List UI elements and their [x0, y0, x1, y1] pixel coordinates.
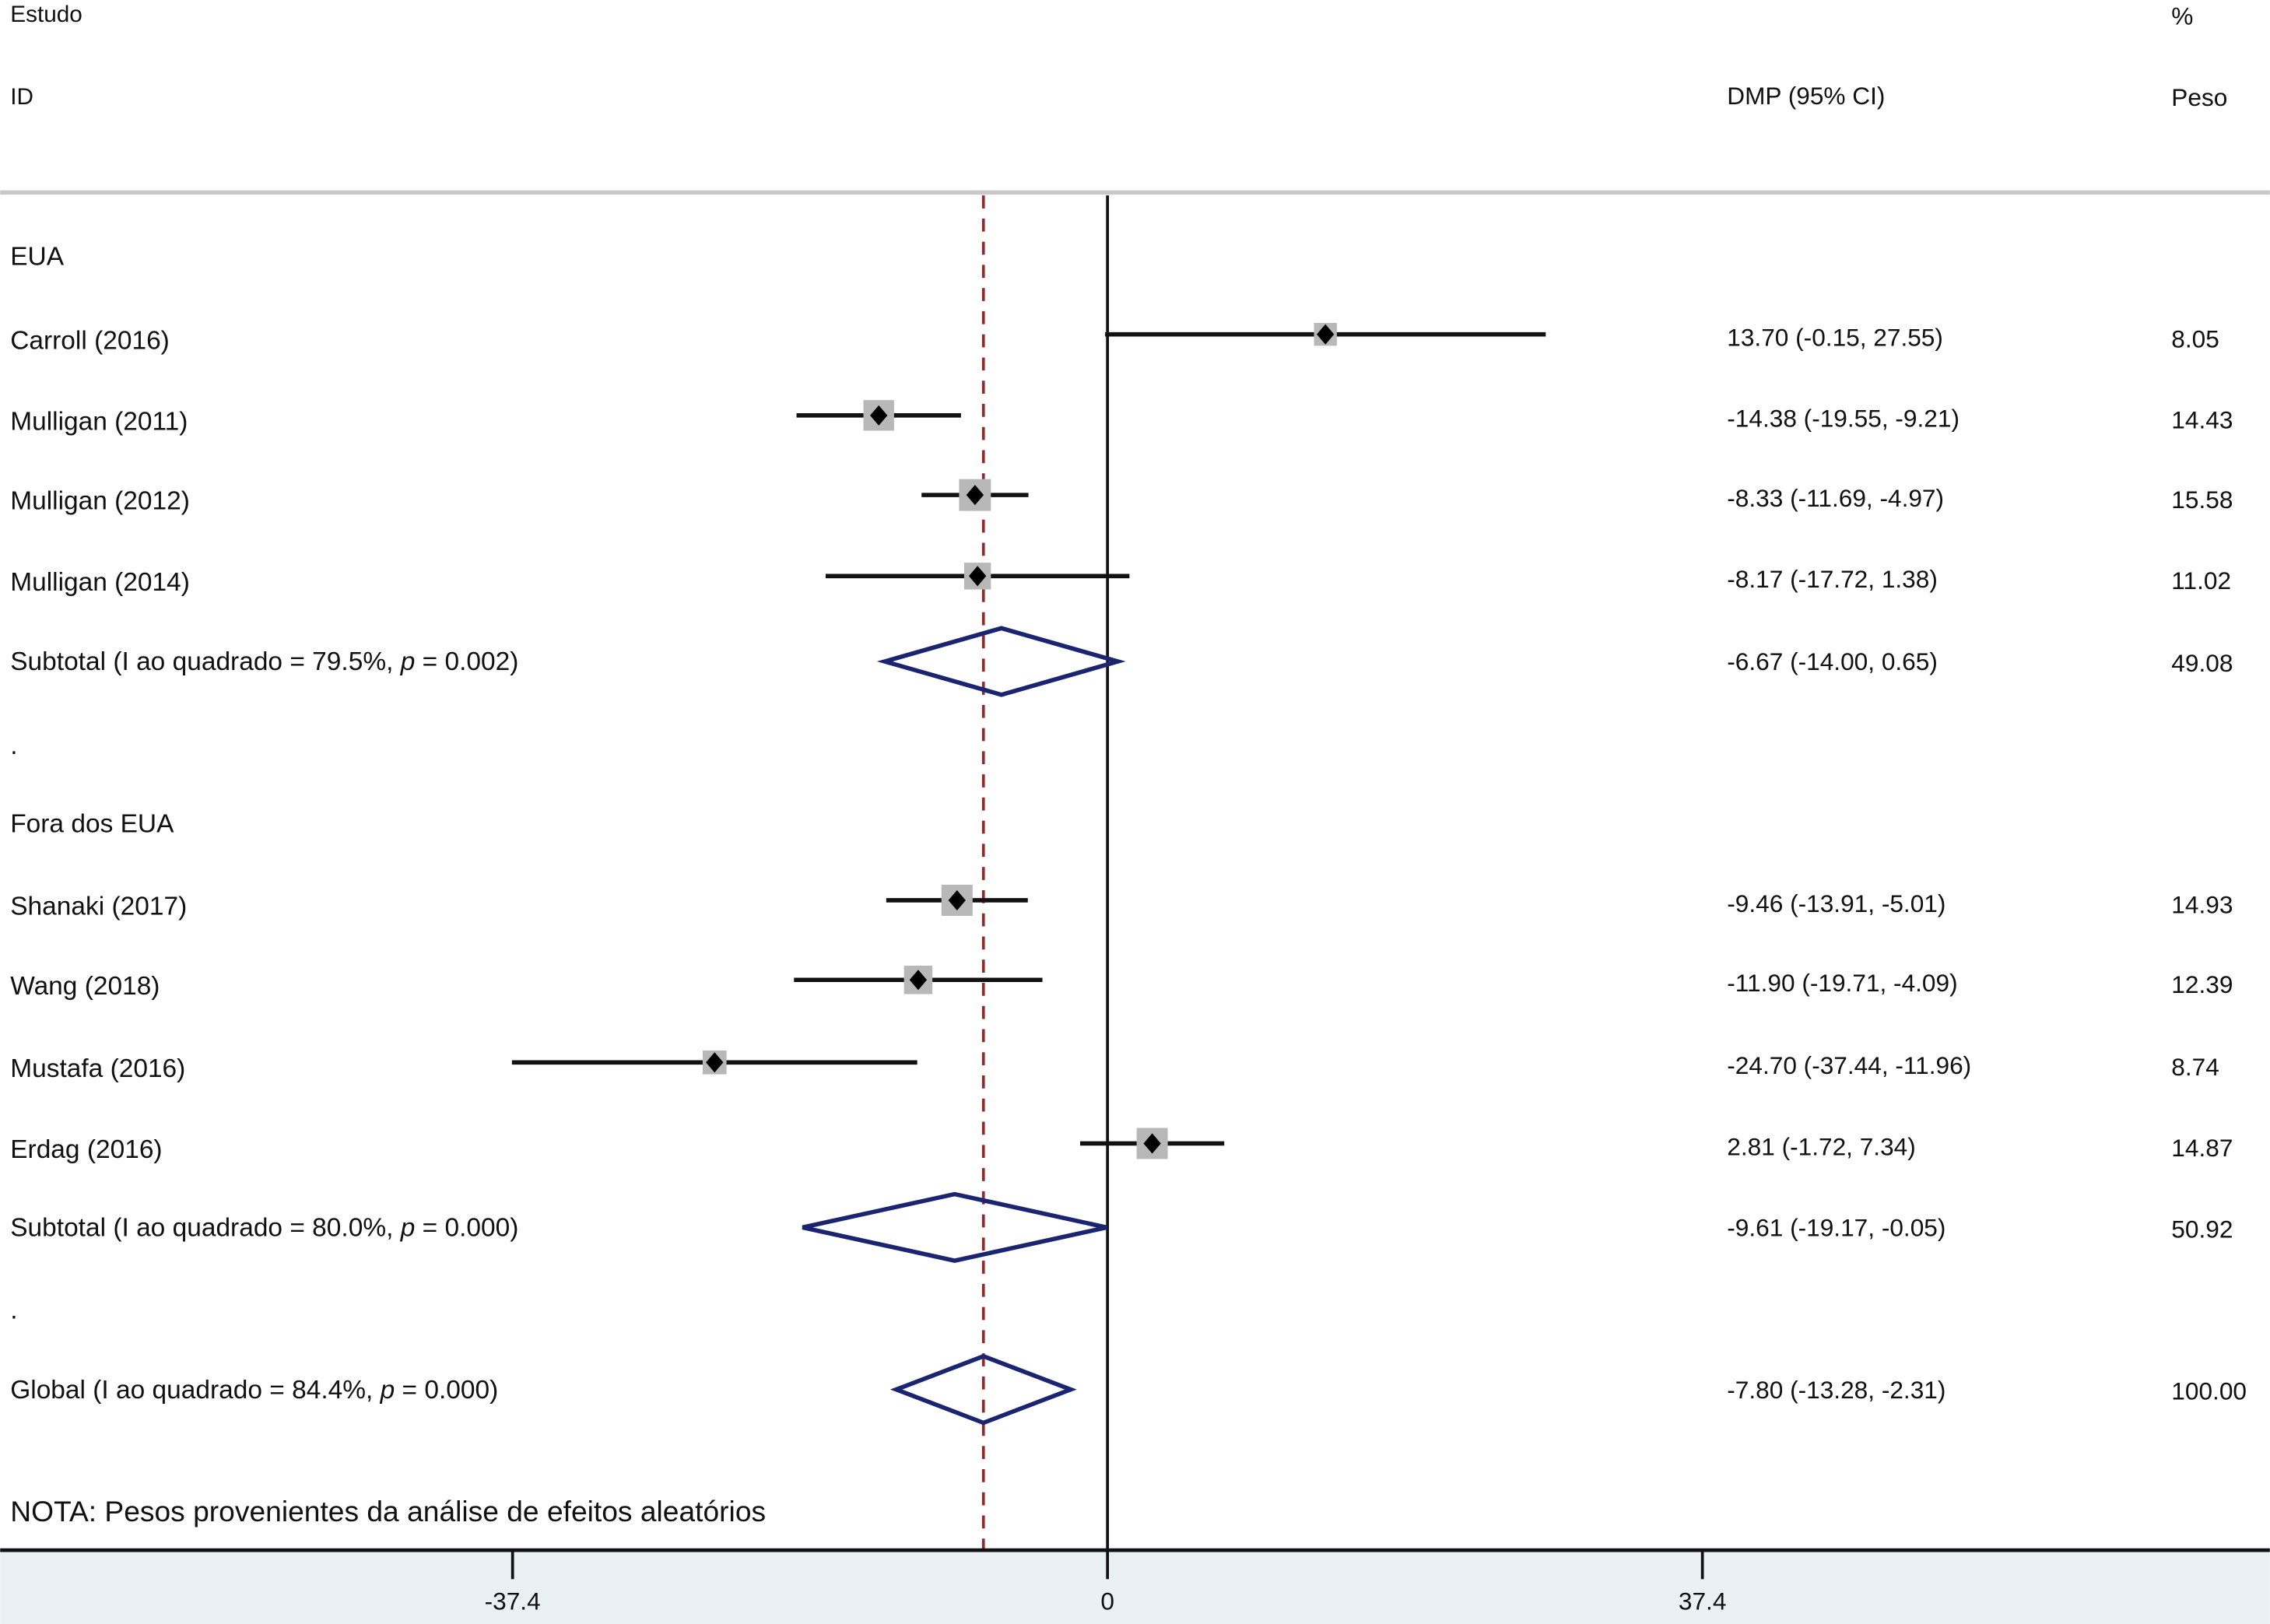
effect-ci-text: 13.70 (-0.15, 27.55) [1727, 324, 1943, 352]
summary-diamond [876, 626, 1126, 697]
summary-diamond [889, 1353, 1077, 1426]
note: NOTA: Pesos provenientes da análise de e… [10, 1495, 766, 1528]
study-label: Mulligan (2014) [10, 568, 190, 597]
point-estimate [966, 485, 984, 506]
header-weight-pct: % [2171, 2, 2193, 30]
weight-text: 49.08 [2171, 649, 2233, 677]
weight-text: 50.92 [2171, 1215, 2233, 1243]
study-label: Shanaki (2017) [10, 893, 187, 921]
point-estimate [968, 566, 987, 587]
effect-ci-text: -9.61 (-19.17, -0.05) [1727, 1214, 1945, 1242]
effect-ci-text: -8.33 (-11.69, -4.97) [1727, 484, 1944, 512]
group-label: EUA [10, 242, 64, 271]
weight-text: 100.00 [2171, 1377, 2247, 1405]
weight-text: 12.39 [2171, 970, 2233, 998]
point-estimate [1317, 324, 1335, 345]
effect-ci-text: -14.38 (-19.55, -9.21) [1727, 405, 1959, 433]
weight-text: 11.02 [2171, 566, 2231, 595]
study-label: Carroll (2016) [10, 326, 170, 355]
effect-ci-text: -8.17 (-17.72, 1.38) [1727, 565, 1938, 593]
study-label: Erdag (2016) [10, 1135, 162, 1164]
group-label: Fora dos EUA [10, 810, 174, 839]
x-tick-label: -37.4 [485, 1587, 541, 1615]
summary-diamond [802, 1191, 1107, 1263]
study-label: Wang (2018) [10, 972, 160, 1001]
effect-ci-text: -9.46 (-13.91, -5.01) [1727, 889, 1945, 917]
weight-text: 8.74 [2171, 1053, 2219, 1081]
x-tick-label: 37.4 [1679, 1587, 1727, 1615]
header-weight: Peso [2171, 83, 2227, 111]
point-estimate [1143, 1133, 1161, 1154]
weight-text: 8.05 [2171, 324, 2219, 353]
summary-label: Subtotal (I ao quadrado = 79.5%, p = 0.0… [10, 647, 518, 676]
effect-ci-text: 2.81 (-1.72, 7.34) [1727, 1132, 1916, 1160]
effect-ci-text: -6.67 (-14.00, 0.65) [1727, 647, 1938, 675]
spacer-label: . [10, 731, 17, 760]
point-estimate [909, 970, 928, 991]
weight-text: 14.43 [2171, 406, 2233, 434]
study-label: Mulligan (2011) [10, 407, 188, 436]
header-study: Estudo [10, 2, 82, 27]
spacer-label: . [10, 1296, 17, 1325]
axis-band [0, 1550, 2270, 1624]
weight-text: 14.87 [2171, 1134, 2233, 1162]
effect-ci-text: -24.70 (-37.44, -11.96) [1727, 1051, 1971, 1079]
effect-ci-text: -11.90 (-19.71, -4.09) [1727, 969, 1957, 997]
weight-text: 14.93 [2171, 891, 2233, 919]
weight-text: 15.58 [2171, 486, 2233, 514]
summary-label: Global (I ao quadrado = 84.4%, p = 0.000… [10, 1376, 498, 1405]
study-label: Mustafa (2016) [10, 1054, 185, 1083]
header-id: ID [10, 84, 33, 110]
header-effect: DMP (95% CI) [1727, 82, 1885, 110]
study-label: Mulligan (2012) [10, 487, 190, 516]
summary-label: Subtotal (I ao quadrado = 80.0%, p = 0.0… [10, 1214, 518, 1243]
effect-ci-text: -7.80 (-13.28, -2.31) [1727, 1376, 1945, 1404]
point-estimate [948, 889, 966, 910]
x-tick-label: 0 [1100, 1587, 1114, 1615]
